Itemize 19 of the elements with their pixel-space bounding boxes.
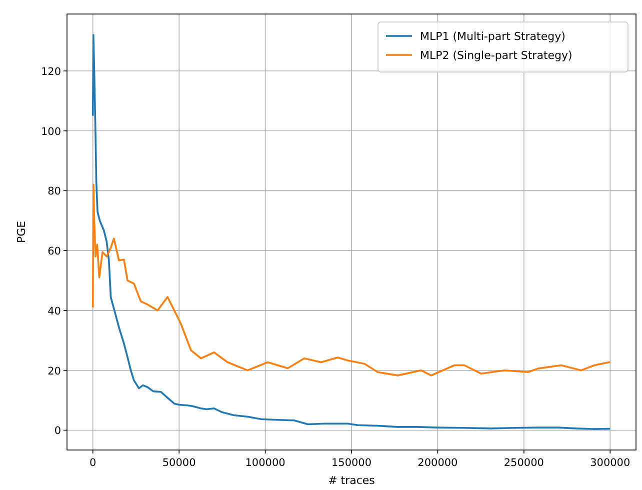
y-tick-label: 40 bbox=[48, 305, 61, 318]
y-axis-title: PGE bbox=[15, 220, 28, 244]
x-tick-label: 250000 bbox=[504, 457, 544, 469]
x-tick-label: 50000 bbox=[162, 457, 196, 469]
y-tick-label: 80 bbox=[48, 186, 61, 198]
y-tick-label: 60 bbox=[48, 246, 61, 258]
x-tick-label: 200000 bbox=[418, 457, 458, 469]
x-tick-label: 150000 bbox=[331, 457, 372, 469]
y-tick-label: 100 bbox=[40, 126, 61, 138]
x-tick-label: 100000 bbox=[245, 457, 286, 469]
y-tick-label: 120 bbox=[40, 66, 61, 78]
x-tick-label: 300000 bbox=[590, 457, 630, 469]
x-axis-title: # traces bbox=[328, 474, 376, 487]
legend-label: MLP1 (Multi-part Strategy) bbox=[420, 30, 566, 43]
x-tick-label: 0 bbox=[90, 457, 96, 469]
y-tick-label: 0 bbox=[54, 425, 61, 438]
y-tick-label: 20 bbox=[48, 365, 61, 378]
line-series bbox=[92, 184, 612, 376]
legend-label: MLP2 (Single-part Strategy) bbox=[420, 49, 572, 62]
